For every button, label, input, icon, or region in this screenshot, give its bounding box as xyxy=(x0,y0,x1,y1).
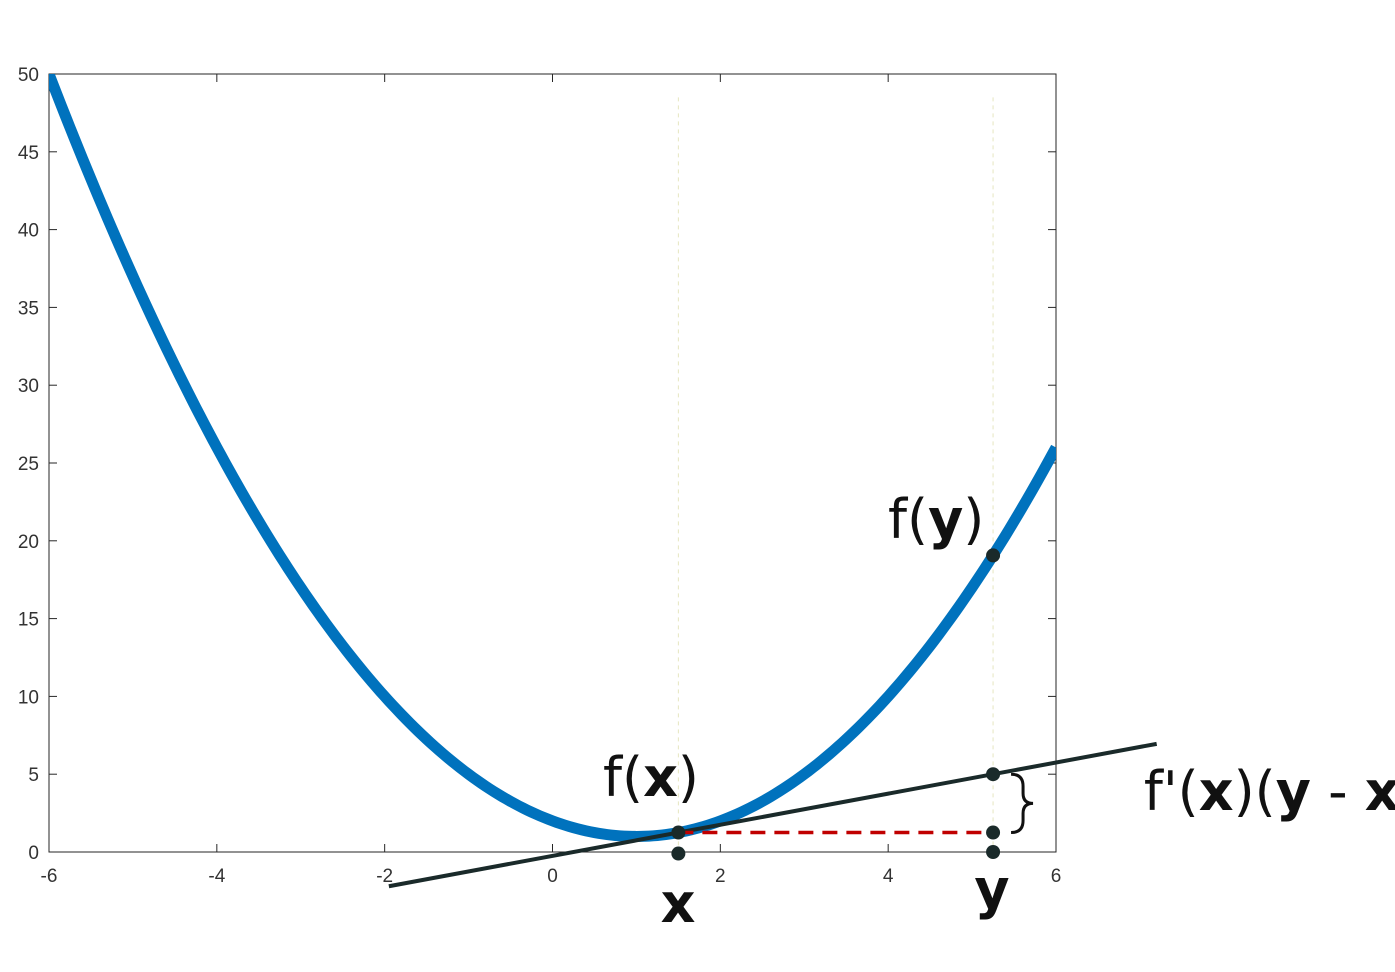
point-y-on-axis xyxy=(986,845,1001,859)
x-tick-label: 0 xyxy=(547,866,558,887)
axes-frame xyxy=(48,73,1057,853)
point-fy xyxy=(986,548,1001,563)
y-tick-label: 45 xyxy=(18,143,39,164)
x-tick-label: 4 xyxy=(883,866,894,887)
label-deriv-mid: )( xyxy=(1234,760,1276,823)
label-fx: f(x) xyxy=(603,746,699,809)
point-dashed-end xyxy=(986,825,1001,840)
y-tick-label: 50 xyxy=(18,65,39,86)
tangent-line xyxy=(388,741,1158,889)
brace-annotation xyxy=(1010,772,1034,835)
point-x-on-axis xyxy=(671,846,686,861)
label-y: y xyxy=(974,858,1009,921)
label-fy-post: ) xyxy=(963,488,984,551)
label-deriv-x2: x xyxy=(1365,760,1395,823)
y-tick-label: 20 xyxy=(18,532,39,553)
point-fx xyxy=(671,825,686,840)
y-tick-label: 35 xyxy=(18,298,39,319)
label-derivative: f'(x)(y - x) xyxy=(1058,760,1395,823)
x-tick-label: -6 xyxy=(41,866,58,887)
label-fy: f(y) xyxy=(888,488,984,551)
label-x: x xyxy=(661,872,696,935)
y-tick-label: 25 xyxy=(18,454,39,475)
label-deriv-pre: f'( xyxy=(1144,760,1199,823)
y-tick-label: 40 xyxy=(18,221,39,242)
y-tick-label: 5 xyxy=(28,765,39,786)
y-tick-label: 30 xyxy=(18,376,39,397)
x-tick-label: 6 xyxy=(1051,866,1062,887)
y-tick-label: 0 xyxy=(28,843,39,864)
label-deriv-sep: - xyxy=(1311,760,1365,823)
x-tick-label: -4 xyxy=(208,866,225,887)
axis-tick-labels: -6 -4 -2 0 2 4 6 0 5 10 15 20 25 30 35 40 45 50 xyxy=(18,65,1061,887)
label-deriv-y: y xyxy=(1276,760,1311,823)
y-tick-label: 15 xyxy=(18,610,39,631)
curve-series xyxy=(49,74,1056,842)
label-fx-pre: f( xyxy=(603,746,643,809)
x-tick-label: 2 xyxy=(715,866,726,887)
axis-ticks xyxy=(48,73,1057,853)
label-fy-var: y xyxy=(928,488,963,551)
x-tick-label: -2 xyxy=(376,866,393,887)
y-tick-label: 10 xyxy=(18,687,39,708)
label-fx-post: ) xyxy=(678,746,699,809)
label-fy-pre: f( xyxy=(888,488,928,551)
point-tangent-at-y xyxy=(986,767,1001,782)
label-deriv-x1: x xyxy=(1199,760,1234,823)
label-fx-var: x xyxy=(643,746,678,809)
